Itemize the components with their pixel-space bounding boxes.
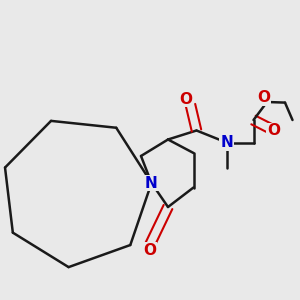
Text: N: N [220,135,233,150]
Text: O: O [143,243,157,258]
Text: O: O [267,123,280,138]
Text: O: O [179,92,193,106]
Text: N: N [145,176,158,190]
Text: O: O [257,90,271,105]
